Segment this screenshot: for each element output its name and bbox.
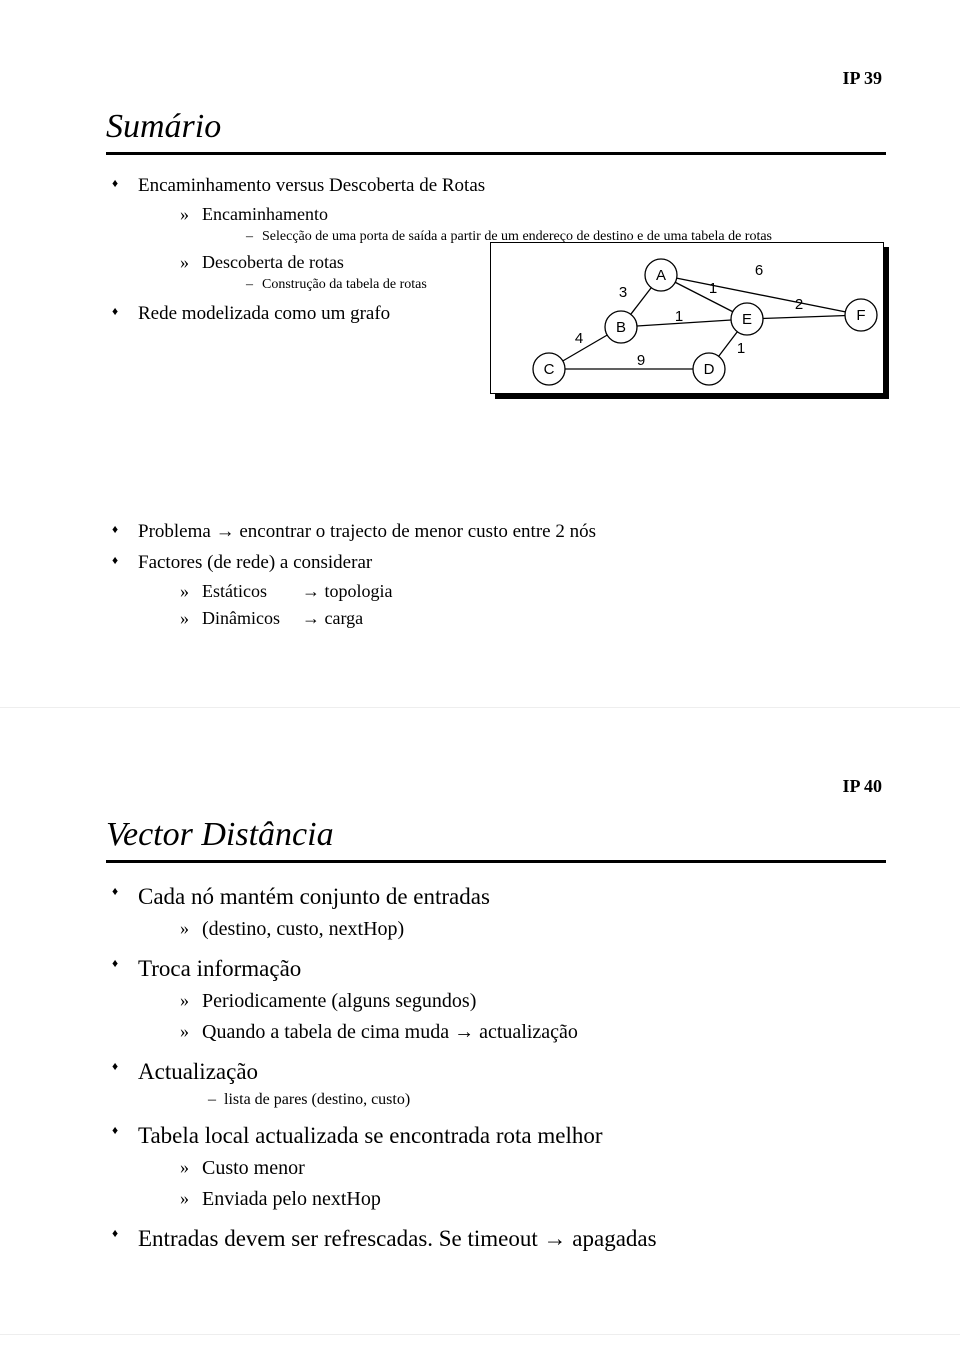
bullet-entradas-refrescadas: Entradas devem ser refrescadas. Se timeo… [112, 1223, 890, 1254]
bullets-main-2: Problema → encontrar o trajecto de menor… [70, 519, 890, 631]
arrow-icon: → [216, 521, 235, 542]
factor-value: topologia [320, 581, 393, 601]
sub-bullets: (destino, custo, nextHop) [138, 916, 890, 943]
svg-text:1: 1 [675, 308, 683, 325]
slide-title: Vector Distância [106, 816, 890, 854]
svg-text:2: 2 [795, 296, 803, 313]
factor-label: Estáticos [202, 579, 302, 603]
sub-dinamicos: Dinâmicos→ carga [180, 606, 890, 630]
bullet-actualizacao: Actualização lista de pares (destino, cu… [112, 1056, 890, 1111]
text-post: encontrar o trajecto de menor custo entr… [235, 521, 596, 542]
text-pre: Entradas devem ser refrescadas. Se timeo… [138, 1226, 544, 1251]
svg-text:A: A [656, 267, 666, 284]
bullet-factores: Factores (de rede) a considerar Estático… [112, 550, 890, 630]
text-pre: Problema [138, 521, 216, 542]
svg-text:4: 4 [575, 330, 583, 347]
bullet-conjunto-entradas: Cada nó mantém conjunto de entradas (des… [112, 881, 890, 943]
bullet-text: Actualização [138, 1059, 258, 1084]
bullet-troca-info: Troca informação Periodicamente (alguns … [112, 953, 890, 1046]
slide-40: IP 40 Vector Distância Cada nó mantém co… [0, 708, 960, 1336]
bullet-text: Encaminhamento versus Descoberta de Rota… [138, 175, 485, 196]
arrow-icon: → [454, 1021, 474, 1043]
bullet-problema: Problema → encontrar o trajecto de menor… [112, 519, 890, 545]
title-rule [106, 152, 886, 155]
sub-quando-muda: Quando a tabela de cima muda → actualiza… [180, 1019, 890, 1046]
text-pre: Quando a tabela de cima muda [202, 1021, 454, 1043]
text-post: apagadas [567, 1226, 657, 1251]
factor-value: carga [320, 608, 363, 628]
dash-bullets: lista de pares (destino, custo) [138, 1089, 890, 1111]
bullet-text: Troca informação [138, 956, 301, 981]
svg-text:9: 9 [637, 352, 645, 369]
sub-bullets: Estáticos→ topologia Dinâmicos→ carga [138, 579, 890, 631]
sub-estaticos: Estáticos→ topologia [180, 579, 890, 603]
svg-text:D: D [704, 361, 715, 378]
graph-container: 3 1 6 4 1 9 1 2 A B C D E F [490, 242, 884, 394]
sub-text: Descoberta de rotas [202, 252, 344, 272]
bullet-text: Cada nó mantém conjunto de entradas [138, 884, 490, 909]
svg-text:F: F [856, 307, 865, 324]
page-number: IP 39 [842, 68, 882, 89]
bullet-text: Factores (de rede) a considerar [138, 552, 372, 573]
sub-bullets: Periodicamente (alguns segundos) Quando … [138, 988, 890, 1046]
sub-periodicamente: Periodicamente (alguns segundos) [180, 988, 890, 1015]
title-rule [106, 860, 886, 863]
svg-text:B: B [616, 319, 626, 336]
svg-text:6: 6 [755, 262, 763, 279]
slide-title: Sumário [106, 108, 890, 146]
graph-box: 3 1 6 4 1 9 1 2 A B C D E F [490, 242, 884, 394]
sub-enviada-nexthop: Enviada pelo nextHop [180, 1186, 890, 1213]
arrow-icon: → [302, 608, 320, 628]
sub-text: Encaminhamento [202, 204, 328, 224]
arrow-icon: → [544, 1225, 567, 1251]
network-graph: 3 1 6 4 1 9 1 2 A B C D E F [491, 243, 883, 393]
bullet-text: Tabela local actualizada se encontrada r… [138, 1123, 603, 1148]
bullet-tabela-local: Tabela local actualizada se encontrada r… [112, 1120, 890, 1213]
sub-bullets: Custo menor Enviada pelo nextHop [138, 1155, 890, 1213]
sub-tuple: (destino, custo, nextHop) [180, 916, 890, 943]
factor-label: Dinâmicos [202, 606, 302, 630]
sub-custo-menor: Custo menor [180, 1155, 890, 1182]
sub-encaminhamento: Encaminhamento Selecção de uma porta de … [180, 202, 890, 247]
svg-text:C: C [544, 361, 555, 378]
svg-text:1: 1 [709, 280, 717, 297]
text-post: actualização [474, 1021, 578, 1043]
svg-text:E: E [742, 311, 752, 328]
dash-lista-pares: lista de pares (destino, custo) [208, 1089, 890, 1111]
page-number: IP 40 [842, 776, 882, 797]
svg-text:3: 3 [619, 284, 627, 301]
bullets-main: Cada nó mantém conjunto de entradas (des… [70, 881, 890, 1255]
arrow-icon: → [302, 581, 320, 601]
slide-39: IP 39 Sumário Encaminhamento versus Desc… [0, 0, 960, 708]
svg-text:1: 1 [737, 340, 745, 357]
